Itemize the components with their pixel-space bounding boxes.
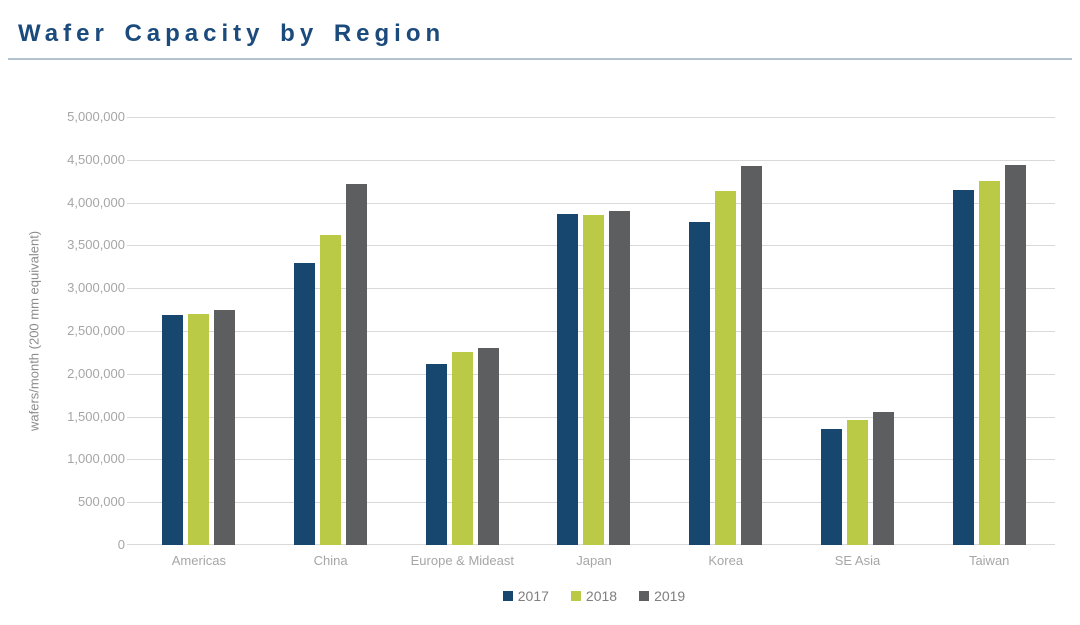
x-axis-label: China [313,553,348,568]
bar-2018 [978,181,1000,545]
bar-2018 [451,351,473,545]
y-tick-label: 0 [117,537,125,552]
bar-2018 [188,313,210,545]
bar-group [923,117,1055,545]
bar-group [528,117,660,545]
legend-item: 2018 [570,588,618,604]
bar-2017 [162,314,184,545]
chart-title: Wafer Capacity by Region [18,20,446,47]
plot-area [127,117,1055,545]
x-axis-label: Japan [576,553,612,568]
bar-2017 [557,213,579,545]
bar-2018 [583,214,605,545]
legend-swatch [502,591,513,601]
bar-2017 [952,189,974,545]
x-axis-label: Taiwan [968,553,1010,568]
title-underline [8,58,1072,60]
bar-2017 [294,262,316,545]
bar-2019 [477,348,499,545]
legend-label: 2019 [654,588,686,604]
bar-2018 [320,235,342,545]
gridline [127,159,1055,161]
y-tick-label: 1,000,000 [67,451,125,467]
x-axis-label: SE Asia [834,553,881,568]
legend-label: 2017 [517,588,549,604]
y-tick-label: 3,000,000 [67,280,125,296]
legend: 2017 2018 2019 [133,588,1055,604]
bar-2019 [1004,164,1026,545]
bar-2019 [214,309,236,545]
y-tick-label: 4,000,000 [67,194,125,210]
bar-2019 [741,165,763,545]
y-tick-label: 4,500,000 [67,151,125,167]
bar-2017 [689,222,711,545]
x-axis-label: Americas [171,553,226,568]
gridline [127,202,1055,204]
bar-2019 [346,183,368,545]
bar-2018 [715,190,737,545]
y-tick-label: 3,500,000 [67,237,125,253]
bar-2018 [846,420,868,545]
x-axis-label: Korea [708,553,744,568]
legend-item: 2019 [639,588,685,604]
bar-group [792,117,924,545]
bar-group [396,117,528,545]
bar-2017 [820,429,842,545]
legend-item: 2017 [502,588,549,604]
y-tick-label: 1,500,000 [67,408,125,424]
bar-2019 [872,412,894,545]
x-axis-labels: Americas China Europe & Mideast Japan Korea S… [133,553,1055,568]
y-tick-label: 5,000,000 [67,109,125,124]
y-tick-label: 2,000,000 [67,365,125,381]
y-tick-label: 500,000 [78,494,125,510]
bar-group [265,117,397,545]
gridline [127,117,1055,118]
bar-2019 [609,211,631,545]
x-axis-label: Europe & Mideast [410,553,514,568]
legend-swatch [639,591,650,601]
legend-swatch [570,591,581,601]
bar-group [660,117,792,545]
y-tick-label: 2,500,000 [67,323,125,338]
bar-group [133,117,265,545]
bar-2017 [425,363,447,545]
legend-label: 2018 [585,588,618,604]
